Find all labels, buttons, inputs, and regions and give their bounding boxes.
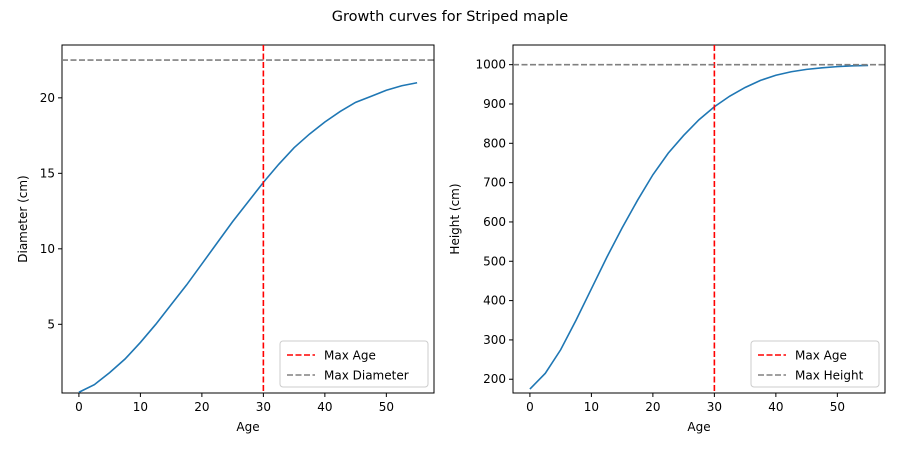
y-tick-label: 300 bbox=[483, 333, 506, 347]
legend-label-max-height: Max Height bbox=[795, 369, 864, 383]
height-panel: 0 10 20 30 40 50 200 300 400 500 600 700 800 900 1000 A… bbox=[448, 44, 886, 434]
y-tick-label: 5 bbox=[47, 317, 55, 331]
x-tick-label: 30 bbox=[256, 400, 271, 414]
legend-label-max-age: Max Age bbox=[795, 349, 847, 363]
y-tick-label: 200 bbox=[483, 372, 506, 386]
y-tick-label: 400 bbox=[483, 294, 506, 308]
legend-label-max-age: Max Age bbox=[324, 349, 376, 363]
figure-title: Growth curves for Striped maple bbox=[332, 9, 568, 25]
y-tick-label: 600 bbox=[483, 215, 506, 229]
y-tick-label: 700 bbox=[483, 176, 506, 190]
y-tick-label: 1000 bbox=[475, 58, 506, 72]
x-axis-label: Age bbox=[236, 420, 259, 434]
y-axis-label: Diameter (cm) bbox=[16, 175, 30, 263]
diameter-curve-line bbox=[78, 81, 418, 393]
y-axis-label: Height (cm) bbox=[448, 183, 462, 254]
y-tick-label: 10 bbox=[40, 242, 55, 256]
height-curve-line bbox=[529, 64, 869, 390]
legend: Max Age Max Diameter bbox=[279, 340, 429, 388]
y-tick-label: 20 bbox=[40, 91, 55, 105]
x-tick-label: 10 bbox=[133, 400, 148, 414]
x-axis-label: Age bbox=[687, 420, 710, 434]
y-tick-label: 900 bbox=[483, 97, 506, 111]
x-tick-label: 30 bbox=[707, 400, 722, 414]
diameter-panel: 0 10 20 30 40 50 5 10 15 20 Age Diameter (cm) Max Ag… bbox=[16, 44, 435, 434]
x-tick-label: 40 bbox=[317, 400, 332, 414]
x-tick-label: 50 bbox=[379, 400, 394, 414]
axes-frame bbox=[512, 44, 886, 394]
x-tick-label: 0 bbox=[526, 400, 534, 414]
y-tick-label: 15 bbox=[40, 166, 55, 180]
legend-box bbox=[279, 340, 429, 388]
x-tick-label: 10 bbox=[584, 400, 599, 414]
x-tick-label: 40 bbox=[768, 400, 783, 414]
x-tick-label: 0 bbox=[75, 400, 83, 414]
x-tick-label: 20 bbox=[194, 400, 209, 414]
x-tick-label: 50 bbox=[830, 400, 845, 414]
x-tick-label: 20 bbox=[645, 400, 660, 414]
legend-label-max-diameter: Max Diameter bbox=[324, 369, 409, 383]
y-tick-label: 500 bbox=[483, 254, 506, 268]
axes-frame bbox=[61, 44, 435, 394]
legend-box bbox=[750, 340, 880, 388]
y-tick-label: 800 bbox=[483, 136, 506, 150]
legend: Max Age Max Height bbox=[750, 340, 880, 388]
